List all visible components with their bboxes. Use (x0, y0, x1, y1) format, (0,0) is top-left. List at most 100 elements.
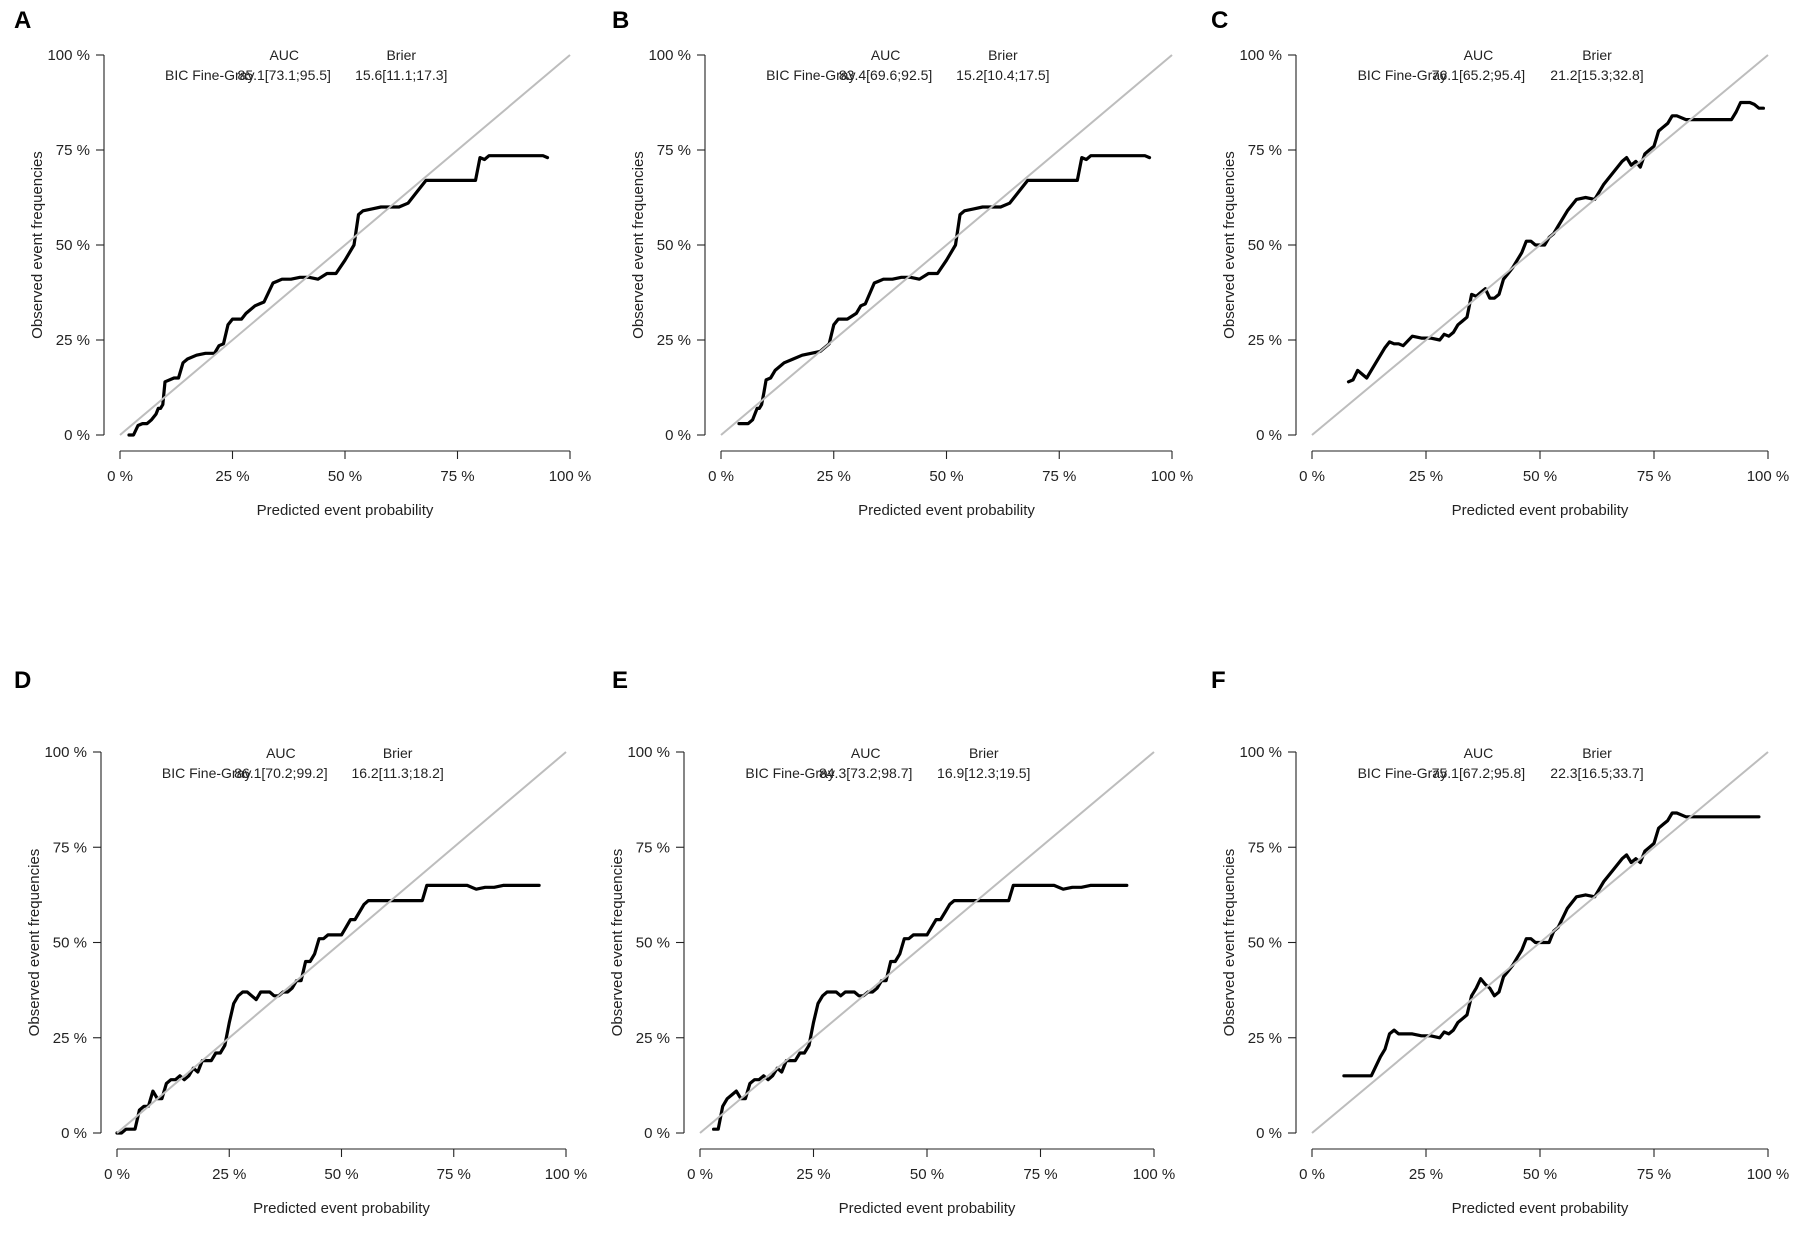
legend-brier-header: Brier (969, 745, 999, 761)
x-tick-label: 25 % (215, 468, 249, 485)
x-tick-label: 50 % (910, 1166, 944, 1183)
panel-e: E 0 % 0 % 25 % 25 % 50 % 50 % 75 % 75 % 100 % 100 … (609, 667, 1175, 1217)
x-tick-label: 25 % (212, 1166, 246, 1183)
x-tick-label: 100 % (549, 468, 592, 485)
panel-letter: F (1211, 667, 1226, 694)
legend-model: BIC Fine-Gray (1358, 67, 1447, 83)
legend-auc-value: 84.3[73.2;98.7] (819, 765, 912, 781)
legend: BIC Fine-Gray AUC 84.3[73.2;98.7] Brier 16.9… (745, 745, 1030, 781)
legend-brier-value: 22.3[16.5;33.7] (1550, 765, 1643, 781)
x-tick-label: 50 % (324, 1166, 358, 1183)
y-tick-label: 100 % (627, 744, 670, 761)
axes: 0 % 0 % 25 % 25 % 50 % 50 % 75 % 75 % 100 % 100 % (44, 744, 587, 1183)
axes: 0 % 0 % 25 % 25 % 50 % 50 % 75 % 75 % 100 % 100 % (1239, 47, 1789, 485)
panel-letter: E (612, 667, 628, 694)
legend-model: BIC Fine-Gray (766, 67, 855, 83)
legend-auc-value: 85.1[73.1;95.5] (238, 67, 331, 83)
legend-brier-value: 16.2[11.3;18.2] (351, 765, 443, 781)
legend-model: BIC Fine-Gray (162, 765, 251, 781)
y-tick-label: 50 % (53, 935, 87, 952)
x-tick-label: 0 % (107, 468, 133, 485)
x-tick-label: 100 % (1151, 468, 1194, 485)
legend-auc-header: AUC (1464, 47, 1494, 63)
y-tick-label: 75 % (636, 839, 670, 856)
y-tick-label: 0 % (665, 427, 691, 444)
panel-c: C 0 % 0 % 25 % 25 % 50 % 50 % 75 % 75 % 100 % 100 … (1211, 7, 1789, 519)
legend-brier-value: 15.2[10.4;17.5] (956, 67, 1049, 83)
x-tick-label: 75 % (1637, 468, 1671, 485)
panel-letter: A (14, 7, 31, 34)
x-tick-label: 100 % (1747, 468, 1790, 485)
calibration-curve (711, 883, 1129, 1131)
x-axis-title: Predicted event probability (1452, 502, 1629, 519)
legend-brier-header: Brier (988, 47, 1018, 63)
x-tick-label: 100 % (1133, 1166, 1176, 1183)
x-axis-title: Predicted event probability (257, 502, 434, 519)
panel-a: A 0 % 0 % 25 % 25 % 50 % 50 % 75 % 75 % 100 % 100 … (14, 7, 591, 519)
calibration-curve (737, 154, 1152, 426)
legend-auc-header: AUC (269, 47, 299, 63)
legend-brier-header: Brier (383, 745, 413, 761)
axes: 0 % 0 % 25 % 25 % 50 % 50 % 75 % 75 % 100 % 100 % (1239, 744, 1789, 1183)
legend-brier-value: 21.2[15.3;32.8] (1550, 67, 1643, 83)
legend-model: BIC Fine-Gray (165, 67, 254, 83)
x-tick-label: 0 % (1299, 1166, 1325, 1183)
y-tick-label: 75 % (53, 839, 87, 856)
y-tick-label: 0 % (64, 427, 90, 444)
legend-auc-header: AUC (851, 745, 881, 761)
x-tick-label: 50 % (1523, 468, 1557, 485)
x-axis-title: Predicted event probability (253, 1200, 430, 1217)
reference-diagonal-line (699, 751, 1155, 1134)
y-tick-label: 50 % (1248, 237, 1282, 254)
y-tick-label: 25 % (53, 1030, 87, 1047)
panel-f: F 0 % 0 % 25 % 25 % 50 % 50 % 75 % 75 % 100 % 100 … (1211, 667, 1789, 1217)
legend-auc-value: 75.1[67.2;95.8] (1432, 765, 1525, 781)
y-tick-label: 25 % (1248, 1030, 1282, 1047)
y-axis-title: Observed event frequencies (609, 849, 626, 1037)
reference-diagonal-line (1311, 751, 1769, 1134)
x-tick-label: 50 % (328, 468, 362, 485)
y-tick-label: 0 % (1256, 427, 1282, 444)
axes: 0 % 0 % 25 % 25 % 50 % 50 % 75 % 75 % 100 % 100 % (648, 47, 1193, 485)
calibration-curve (1342, 811, 1761, 1078)
x-axis-title: Predicted event probability (839, 1200, 1016, 1217)
legend-brier-header: Brier (386, 47, 416, 63)
x-axis-title: Predicted event probability (1452, 1200, 1629, 1217)
legend-auc-header: AUC (266, 745, 296, 761)
x-tick-label: 50 % (1523, 1166, 1557, 1183)
x-tick-label: 75 % (440, 468, 474, 485)
x-tick-label: 50 % (929, 468, 963, 485)
y-tick-label: 50 % (657, 237, 691, 254)
panel-letter: C (1211, 7, 1228, 34)
x-tick-label: 100 % (545, 1166, 588, 1183)
y-tick-label: 25 % (1248, 332, 1282, 349)
y-axis-title: Observed event frequencies (29, 151, 46, 339)
legend-auc-header: AUC (1464, 745, 1494, 761)
legend-brier-header: Brier (1582, 47, 1612, 63)
panel-letter: B (612, 7, 629, 34)
reference-diagonal-line (119, 54, 571, 436)
x-tick-label: 75 % (1023, 1166, 1057, 1183)
x-tick-label: 25 % (1409, 1166, 1443, 1183)
reference-diagonal-line (1311, 54, 1769, 436)
y-axis-title: Observed event frequencies (1221, 849, 1238, 1037)
y-tick-label: 100 % (1239, 47, 1282, 64)
legend-auc-header: AUC (871, 47, 901, 63)
x-tick-label: 75 % (1637, 1166, 1671, 1183)
x-axis-title: Predicted event probability (858, 502, 1035, 519)
x-tick-label: 100 % (1747, 1166, 1790, 1183)
y-tick-label: 75 % (1248, 142, 1282, 159)
legend: BIC Fine-Gray AUC 76.1[65.2;95.4] Brier 21.2… (1358, 47, 1644, 83)
panel-b: B 0 % 0 % 25 % 25 % 50 % 50 % 75 % 75 % 100 % 100 … (612, 7, 1193, 519)
legend: BIC Fine-Gray AUC 85.1[73.1;95.5] Brier 15.6… (165, 47, 447, 83)
y-tick-label: 25 % (636, 1030, 670, 1047)
legend: BIC Fine-Gray AUC 86.1[70.2;99.2] Brier 16.2… (162, 745, 444, 781)
legend-auc-value: 76.1[65.2;95.4] (1432, 67, 1525, 83)
legend-brier-header: Brier (1582, 745, 1612, 761)
reference-diagonal-line (116, 751, 567, 1134)
y-tick-label: 75 % (1248, 839, 1282, 856)
y-tick-label: 50 % (56, 237, 90, 254)
x-tick-label: 75 % (437, 1166, 471, 1183)
y-tick-label: 100 % (44, 744, 87, 761)
